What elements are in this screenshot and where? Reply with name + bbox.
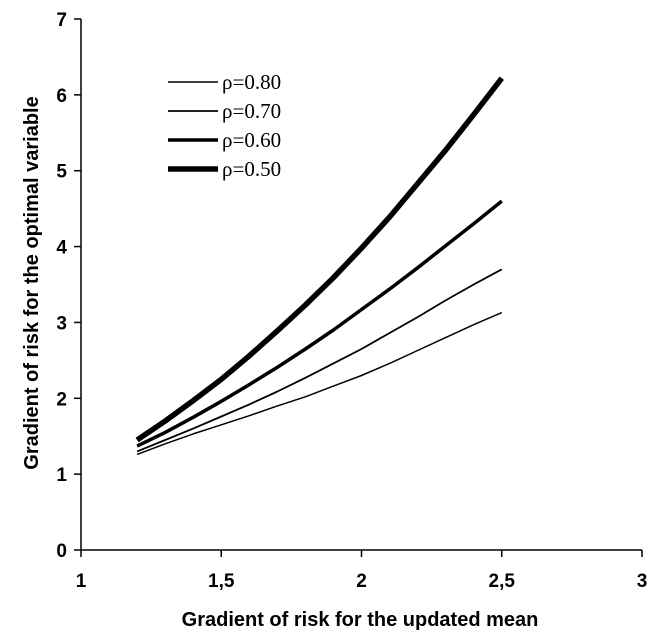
legend-label: ρ=0.60 [222, 128, 281, 152]
x-tick-label: 1,5 [208, 571, 235, 592]
series-line-1 [136, 311, 503, 456]
legend-label: ρ=0.50 [222, 157, 281, 181]
legend: ρ=0.80 ρ=0.70 ρ=0.60 ρ=0.50 [168, 70, 281, 181]
y-tick-label: 5 [56, 162, 67, 183]
y-tick-label: 2 [56, 389, 67, 410]
axes [80, 19, 642, 551]
y-axis-title: Gradient of risk for the optimal variabl… [21, 96, 43, 469]
y-tick-label: 1 [56, 465, 67, 486]
y-tick-label: 3 [56, 313, 67, 334]
series-lines [135, 76, 504, 456]
y-tick-label: 6 [56, 86, 67, 107]
x-ticks: 1 1,5 2 2,5 3 [76, 550, 648, 592]
series-line-3 [136, 199, 503, 448]
x-tick-label: 2 [356, 571, 367, 592]
x-axis-title: Gradient of risk for the updated mean [182, 609, 539, 631]
y-tick-label: 4 [56, 238, 67, 259]
y-tick-label: 0 [56, 541, 67, 562]
x-tick-label: 2,5 [489, 571, 516, 592]
y-ticks: 0 1 2 3 4 5 6 7 [56, 10, 81, 562]
y-tick-label: 7 [56, 10, 67, 31]
series-line-4 [135, 76, 504, 443]
x-tick-label: 1 [76, 571, 87, 592]
legend-label: ρ=0.70 [222, 99, 281, 123]
series-line-2 [136, 268, 503, 453]
legend-label: ρ=0.80 [222, 70, 281, 94]
x-tick-label: 3 [637, 571, 648, 592]
